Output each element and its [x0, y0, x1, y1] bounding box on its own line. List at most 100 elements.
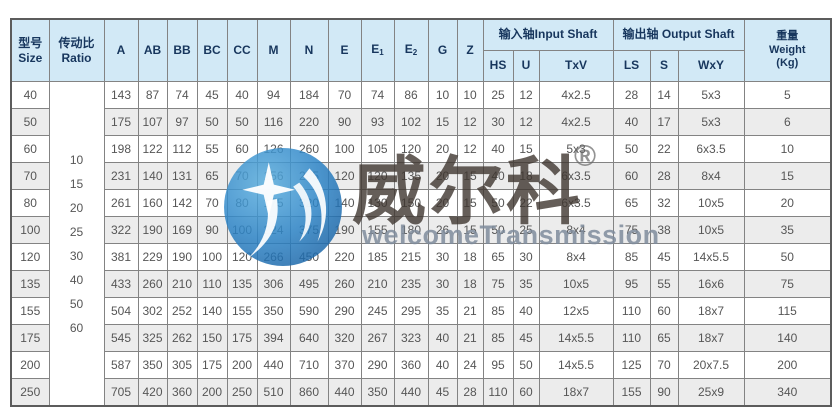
table-cell: 220 — [327, 243, 362, 271]
table-cell: 155 — [612, 378, 651, 407]
table-cell: 18 — [456, 270, 484, 298]
header-col-n: N — [289, 18, 329, 82]
table-row: 120 381 229 190 100 120 266 450 220 185 215 30 18 65 3… — [10, 243, 832, 271]
table-cell: 440 — [256, 351, 291, 379]
table-cell: 350 — [256, 297, 291, 325]
table-cell: 229 — [137, 243, 168, 271]
table-cell: 95 — [482, 351, 514, 379]
header-col-m: M — [256, 18, 291, 82]
table-cell: 261 — [103, 189, 139, 217]
table-cell: 135 — [393, 162, 429, 190]
table-cell: 6x3.5 — [538, 189, 614, 217]
table-cell: 32 — [649, 189, 679, 217]
table-cell: 35 — [512, 270, 540, 298]
table-cell: 15 — [456, 189, 484, 217]
table-cell: 8x4 — [538, 243, 614, 271]
table-cell: 18x7 — [677, 297, 745, 325]
table-cell: 5x3 — [538, 135, 614, 163]
table-cell: 115 — [743, 297, 832, 325]
table-cell: 198 — [103, 135, 139, 163]
table-cell: 40 — [612, 108, 651, 136]
table-cell: 184 — [289, 81, 329, 109]
table-cell: 260 — [327, 270, 362, 298]
row-size: 120 — [10, 243, 50, 271]
row-size: 70 — [10, 162, 50, 190]
header-sub-txv: TxV — [538, 50, 614, 82]
table-cell: 17 — [649, 108, 679, 136]
table-cell: 45 — [196, 81, 228, 109]
header-col-z: Z — [456, 18, 484, 82]
table-cell: 55 — [196, 135, 228, 163]
table-cell: 18 — [456, 243, 484, 271]
table-cell: 140 — [743, 324, 832, 352]
row-size: 60 — [10, 135, 50, 163]
table-cell: 65 — [482, 243, 514, 271]
table-cell: 320 — [327, 324, 362, 352]
table-cell: 94 — [256, 81, 291, 109]
gearbox-spec-table: 型号 Size 传动比 Ratio A AB BB BC CC M N E E1 E2 G Z 输入轴Input… — [10, 18, 833, 407]
table-cell: 70 — [649, 351, 679, 379]
table-cell: 175 — [196, 351, 228, 379]
table-cell: 30 — [427, 243, 458, 271]
header-sub-ls: LS — [612, 50, 651, 82]
row-size: 175 — [10, 324, 50, 352]
table-cell: 85 — [482, 297, 514, 325]
table-cell: 10x5 — [538, 270, 614, 298]
table-cell: 180 — [393, 216, 429, 244]
table-cell: 30 — [482, 108, 514, 136]
table-cell: 45 — [649, 243, 679, 271]
table-cell: 140 — [196, 297, 228, 325]
table-cell: 90 — [649, 378, 679, 407]
table-cell: 60 — [612, 162, 651, 190]
header-output-shaft-group: 输出轴 Output Shaft — [612, 18, 745, 51]
table-cell: 126 — [256, 135, 291, 163]
table-cell: 55 — [649, 270, 679, 298]
table-cell: 26 — [427, 216, 458, 244]
table-cell: 60 — [512, 378, 540, 407]
table-cell: 12 — [512, 81, 540, 109]
table-cell: 112 — [166, 135, 198, 163]
table-cell: 260 — [289, 135, 329, 163]
table-cell: 290 — [360, 351, 395, 379]
table-cell: 102 — [393, 108, 429, 136]
table-cell: 224 — [256, 216, 291, 244]
table-cell: 40 — [512, 297, 540, 325]
header-sub-s: S — [649, 50, 679, 82]
table-row: 200 587 350 305 175 200 440 710 370 290 360 40 24 95 5… — [10, 351, 832, 379]
table-cell: 85 — [482, 324, 514, 352]
table-cell: 35 — [427, 297, 458, 325]
table-cell: 450 — [289, 243, 329, 271]
table-cell: 120 — [360, 162, 395, 190]
table-cell: 131 — [166, 162, 198, 190]
table-cell: 190 — [137, 216, 168, 244]
table-cell: 18 — [512, 162, 540, 190]
header-col-bc: BC — [196, 18, 228, 82]
table-cell: 290 — [327, 297, 362, 325]
table-cell: 320 — [289, 189, 329, 217]
row-size: 250 — [10, 378, 50, 407]
table-cell: 12 — [456, 135, 484, 163]
table-cell: 25x9 — [677, 378, 745, 407]
table-cell: 65 — [612, 189, 651, 217]
header-col-e1: E1 — [360, 18, 395, 82]
header-col-e2: E2 — [393, 18, 429, 82]
table-cell: 130 — [360, 189, 395, 217]
table-cell: 190 — [166, 243, 198, 271]
table-cell: 210 — [360, 270, 395, 298]
table-cell: 15 — [427, 108, 458, 136]
table-cell: 60 — [649, 297, 679, 325]
table-cell: 70 — [226, 162, 258, 190]
table-cell: 35 — [743, 216, 832, 244]
header-col-a: A — [103, 18, 139, 82]
table-cell: 40 — [427, 324, 458, 352]
table-cell: 590 — [289, 297, 329, 325]
header-sub-u: U — [512, 50, 540, 82]
header-size: 型号 Size — [10, 18, 50, 82]
table-cell: 90 — [327, 108, 362, 136]
table-cell: 50 — [743, 243, 832, 271]
table-cell: 120 — [393, 135, 429, 163]
table-cell: 160 — [137, 189, 168, 217]
table-cell: 100 — [226, 216, 258, 244]
table-cell: 40 — [482, 135, 514, 163]
table-cell: 140 — [327, 189, 362, 217]
